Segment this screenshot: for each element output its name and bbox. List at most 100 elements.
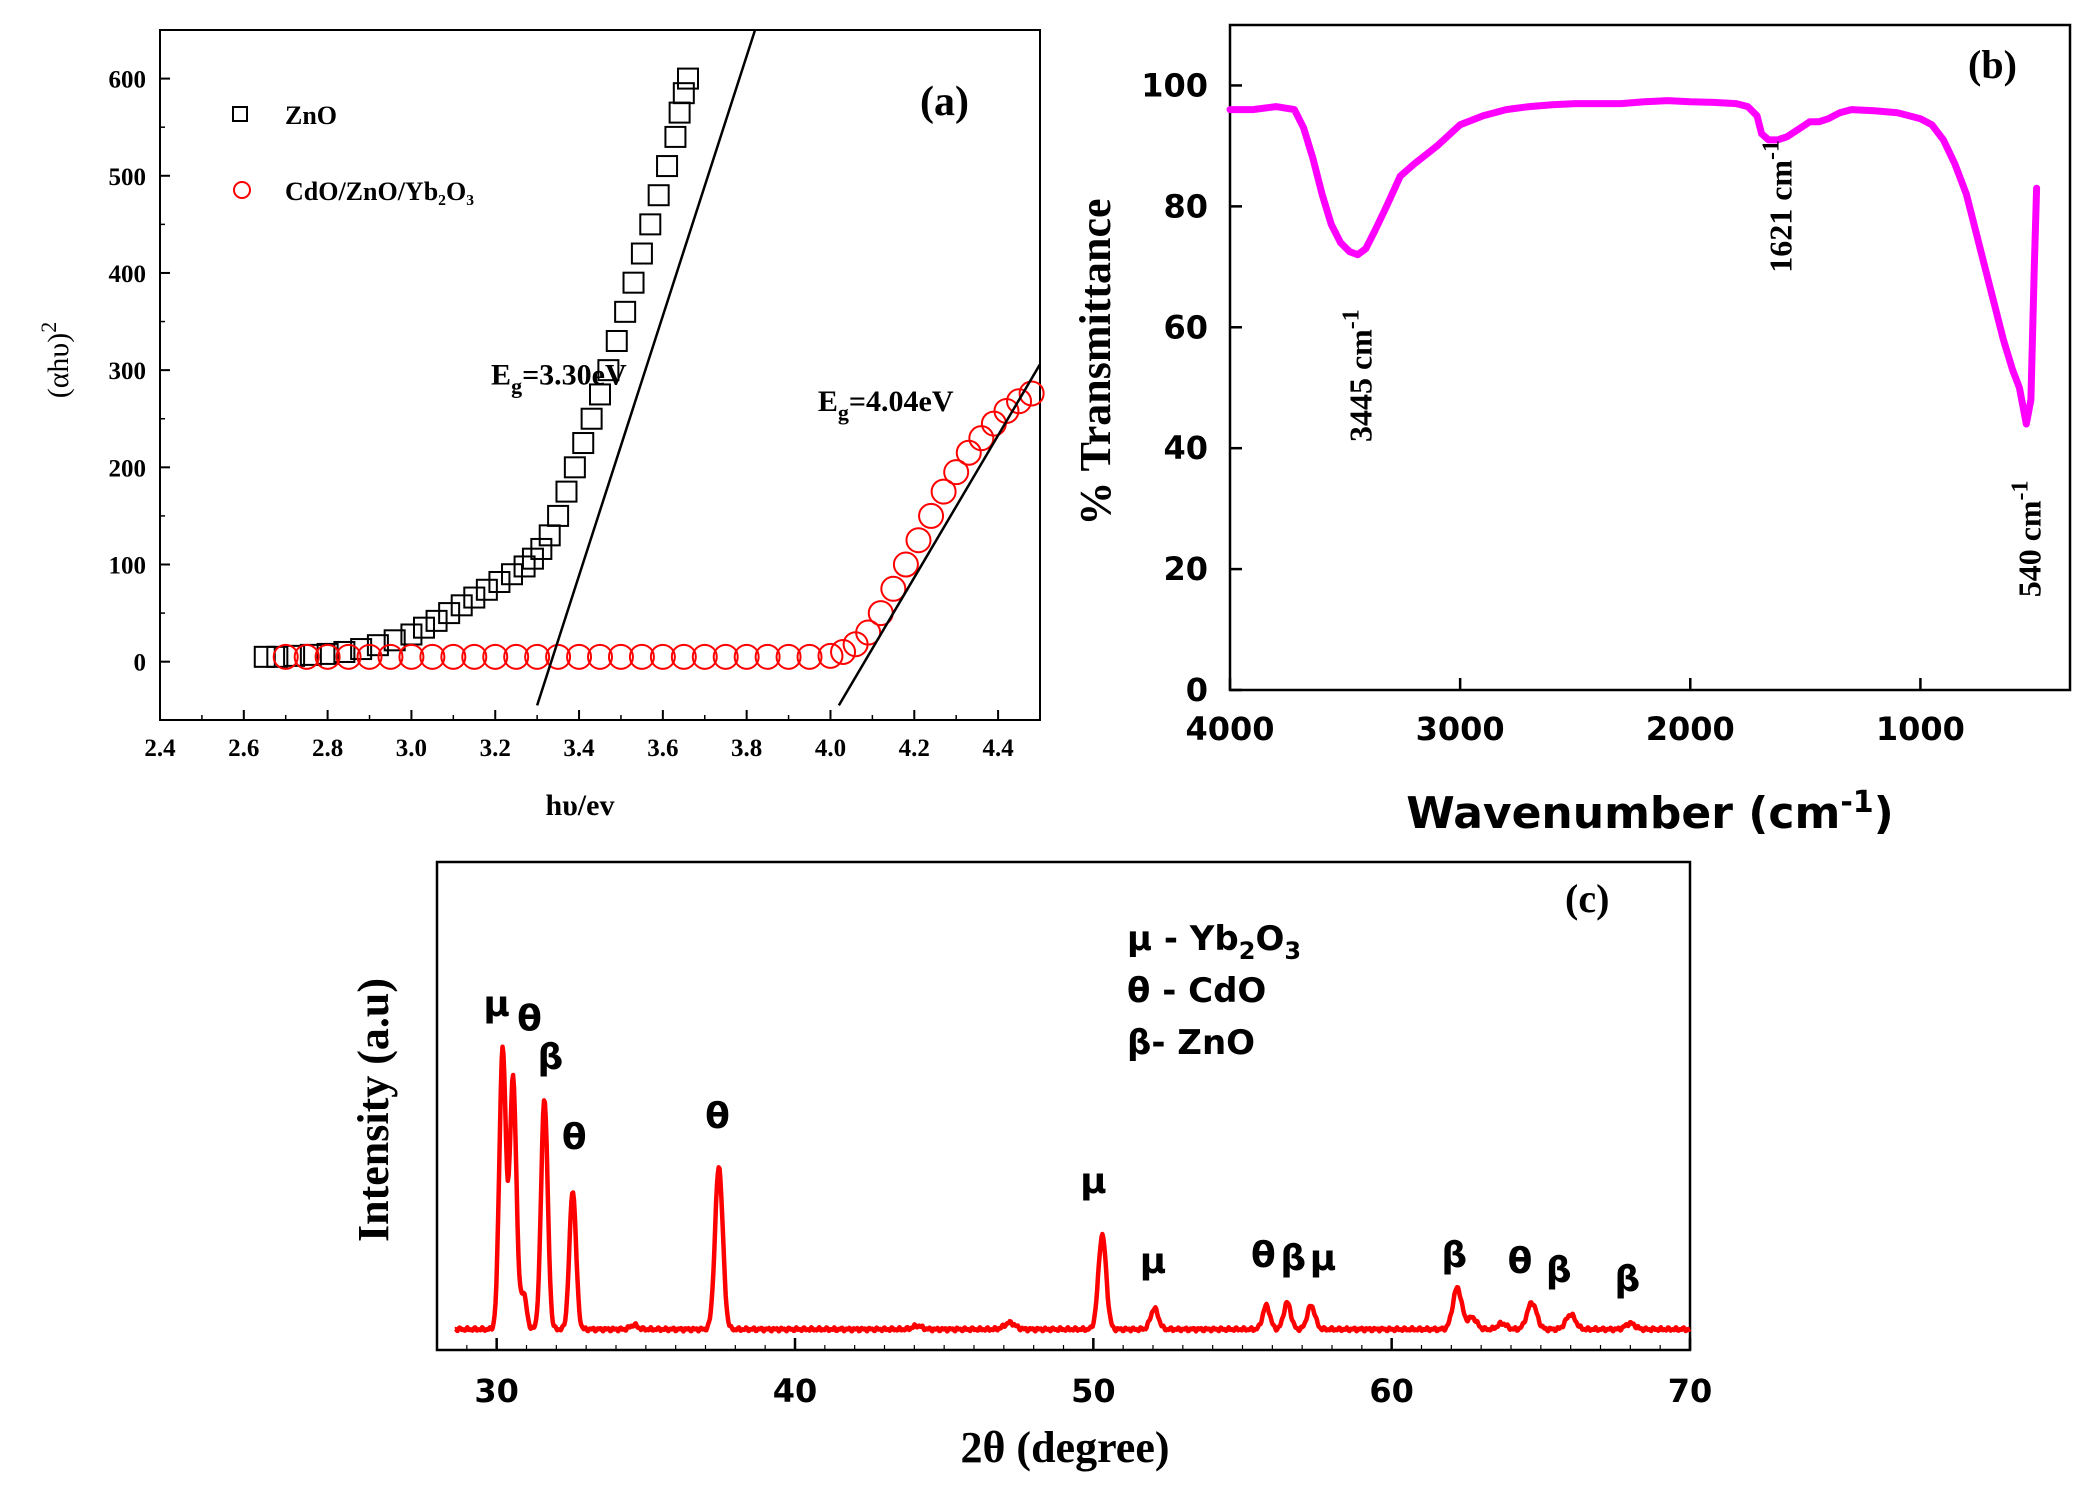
fit-line — [837, 363, 1042, 707]
composite-point — [754, 643, 781, 670]
x-tick-label: 2.8 — [312, 735, 343, 762]
peak-label: θ — [1251, 1235, 1276, 1276]
panel-c-xrd-line — [453, 1044, 1692, 1334]
composite-point — [905, 527, 932, 554]
panel-c-ylabel: Intensity (a.u) — [349, 978, 398, 1242]
zno-point — [475, 578, 498, 601]
panel-a-ticks: 2.4 2.6 2.8 3.0 3.2 3.4 3.6 3.8 4.0 4.2 4.4 0 100 200… — [109, 67, 1015, 762]
y-tick-label: 200 — [109, 455, 147, 482]
composite-point — [566, 643, 593, 670]
panel-c-legend: μ - Yb2O3 θ - CdO β- ZnO — [1127, 919, 1301, 1063]
panel-c-xlabel: 2θ (degree) — [960, 1423, 1169, 1472]
composite-point — [830, 638, 857, 665]
composite-point — [980, 410, 1007, 437]
legend-zno: β- ZnO — [1127, 1023, 1255, 1063]
y-tick-label: 500 — [109, 164, 147, 191]
composite-point — [314, 643, 341, 670]
composite-point — [930, 478, 957, 505]
legend-composite-label: CdO/ZnO/Yb₂O₃ — [285, 177, 474, 206]
composite-point — [377, 643, 404, 670]
zno-point — [538, 524, 561, 547]
y-tick-label: 400 — [109, 261, 147, 288]
composite-point — [272, 643, 299, 670]
zno-point — [438, 602, 461, 625]
y-tick-label: 80 — [1163, 187, 1208, 225]
y-tick-label: 0 — [134, 650, 147, 677]
peak-label: μ — [1140, 1241, 1167, 1282]
composite-point — [892, 551, 919, 578]
peak-label: β — [1441, 1235, 1467, 1276]
zno-point — [253, 645, 276, 668]
x-tick-label: 3.6 — [647, 735, 678, 762]
y-tick-label: 20 — [1163, 550, 1208, 588]
zno-point — [580, 407, 603, 430]
panel-b-spectrum-line — [1226, 97, 2041, 428]
zno-point — [622, 271, 645, 294]
panel-b-xlabel: Wavenumber (cm-1) — [1406, 785, 1894, 839]
panel-b-ylabel: % Transmittance — [1071, 198, 1120, 525]
zno-point — [547, 504, 570, 527]
x-tick-label: 3.2 — [480, 735, 511, 762]
composite-point — [419, 643, 446, 670]
zno-point — [425, 609, 448, 632]
y-tick-label: 600 — [109, 67, 147, 94]
y-tick-label: 100 — [1141, 66, 1208, 104]
zno-point — [647, 184, 670, 207]
composite-point — [1018, 380, 1045, 407]
zno-point — [572, 432, 595, 455]
zno-point — [555, 480, 578, 503]
x-tick-label: 4000 — [1185, 710, 1274, 748]
panel-b-ticks: 4000 3000 2000 1000 0 20 40 60 80 100 — [1141, 66, 1965, 748]
panel-a-annotation-composite: Eg=4.04eV — [818, 385, 954, 425]
x-tick-label: 3.4 — [563, 735, 595, 762]
composite-point — [918, 502, 945, 529]
zno-point — [563, 456, 586, 479]
panel-a-plot-area — [159, 29, 1041, 721]
zno-point — [266, 645, 289, 668]
composite-point — [817, 642, 844, 669]
panel-a-label: (a) — [920, 79, 969, 125]
y-tick-label: 100 — [109, 553, 147, 580]
zno-point — [656, 155, 679, 178]
x-tick-label: 50 — [1071, 1372, 1116, 1410]
composite-point — [461, 643, 488, 670]
panel-b-label: (b) — [1968, 42, 2017, 87]
x-tick-label: 2.6 — [228, 735, 259, 762]
composite-point — [482, 643, 509, 670]
composite-point — [968, 425, 995, 452]
x-tick-label: 60 — [1369, 1372, 1414, 1410]
panel-a-ylabel: (αhυ)2 — [36, 322, 75, 399]
composite-point — [955, 439, 982, 466]
peak-label: β — [537, 1037, 563, 1078]
panel-a-fit-lines — [535, 29, 1042, 707]
legend-zno-marker — [232, 106, 248, 122]
zno-point — [664, 125, 687, 148]
composite-point — [440, 643, 467, 670]
composite-point — [712, 643, 739, 670]
x-tick-label: 2.4 — [144, 735, 176, 762]
fit-line — [535, 29, 757, 706]
composite-point — [796, 643, 823, 670]
x-tick-label: 3.8 — [731, 735, 762, 762]
zno-point — [513, 555, 536, 578]
x-tick-label: 4.4 — [982, 735, 1014, 762]
panel-a-annotation-zno: Eg=3.30eV — [491, 359, 627, 399]
composite-point — [545, 643, 572, 670]
zno-point — [450, 594, 473, 617]
zno-point — [639, 213, 662, 236]
peak-label: θ — [517, 999, 542, 1040]
zno-point — [614, 300, 637, 323]
panel-b-annotation-540: 540 cm-1 — [2007, 480, 2047, 597]
peak-label: θ — [562, 1117, 587, 1158]
legend-cdo: θ - CdO — [1127, 971, 1266, 1011]
legend-yb2o3: μ - Yb2O3 — [1127, 919, 1301, 965]
zno-point — [383, 629, 406, 652]
composite-point — [691, 643, 718, 670]
composite-point — [524, 643, 551, 670]
x-tick-label: 2000 — [1646, 710, 1735, 748]
composite-point — [503, 643, 530, 670]
x-tick-label: 4.0 — [815, 735, 846, 762]
